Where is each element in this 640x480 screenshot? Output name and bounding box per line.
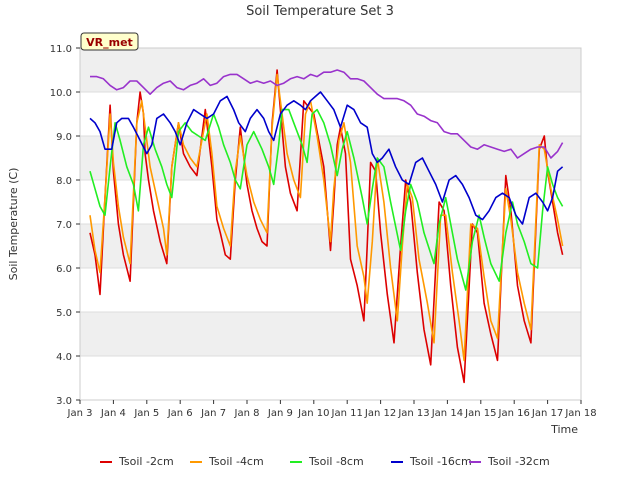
x-tick-label: Jan 18 <box>564 408 596 419</box>
series-line-3 <box>89 108 564 291</box>
legend-item: Tsoil -32cm <box>469 455 550 468</box>
legend-label: Tsoil -32cm <box>487 455 550 468</box>
y-tick-label: 5.0 <box>56 308 72 319</box>
legend-label: Tsoil -16cm <box>409 455 472 468</box>
x-tick-label: Jan 17 <box>531 408 563 419</box>
station-badge-label: VR_met <box>86 36 133 49</box>
series-line-2 <box>89 73 564 362</box>
chart-title: Soil Temperature Set 3 <box>246 4 394 19</box>
y-tick-label: 8.0 <box>56 176 72 187</box>
data-series <box>89 69 564 384</box>
y-tick-label: 7.0 <box>56 220 72 231</box>
y-tick-label: 11.0 <box>50 44 72 55</box>
x-tick-label: Jan 7 <box>200 408 226 419</box>
legend-item: Tsoil -4cm <box>190 455 264 468</box>
x-axis-label: Time <box>550 423 578 436</box>
x-tick-label: Jan 3 <box>67 408 93 419</box>
plot-area <box>79 47 582 401</box>
x-tick-label: Jan 13 <box>397 408 429 419</box>
station-badge-box <box>80 32 139 51</box>
series-line-4 <box>89 91 564 225</box>
x-tick-label: Jan 5 <box>133 408 159 419</box>
x-tick-label: Jan 14 <box>431 408 463 419</box>
legend-label: Tsoil -4cm <box>208 455 264 468</box>
x-tick-label: Jan 8 <box>234 408 260 419</box>
y-tick-label: 3.0 <box>56 396 72 407</box>
y-tick-label: 6.0 <box>56 264 72 275</box>
legend-item: Tsoil -8cm <box>290 455 364 468</box>
x-tick-label: Jan 4 <box>100 408 126 419</box>
x-tick-label: Jan 16 <box>498 408 530 419</box>
y-axis-ticks: 3.0 4.0 5.0 6.0 7.0 8.0 9.0 10.0 11.0 <box>50 44 80 407</box>
series-line-5 <box>90 69 564 159</box>
y-tick-label: 10.0 <box>50 88 72 99</box>
x-tick-label: Jan 12 <box>364 408 396 419</box>
y-tick-label: 9.0 <box>56 132 72 143</box>
legend-item: Tsoil -16cm <box>391 455 472 468</box>
y-axis-label: Soil Temperature (C) <box>7 168 20 281</box>
y-tick-label: 4.0 <box>56 352 72 363</box>
x-tick-label: Jan 10 <box>297 408 329 419</box>
x-tick-label: Jan 15 <box>464 408 496 419</box>
legend-label: Tsoil -2cm <box>118 455 174 468</box>
x-tick-label: Jan 6 <box>167 408 193 419</box>
legend-label: Tsoil -8cm <box>308 455 364 468</box>
background-band <box>80 312 581 356</box>
legend-item: Tsoil -2cm <box>100 455 174 468</box>
legend: Tsoil -2cm Tsoil -4cm Tsoil -8cm Tsoil -16c… <box>100 455 550 468</box>
x-tick-label: Jan 9 <box>267 408 293 419</box>
x-tick-label: Jan 11 <box>331 408 363 419</box>
background-band <box>80 48 581 92</box>
x-axis-ticks: Jan 3 Jan 4 Jan 5 Jan 6 Jan 7 Jan 8 Jan 9 Jan 1… <box>67 400 597 419</box>
station-badge: VR_met <box>80 32 139 51</box>
